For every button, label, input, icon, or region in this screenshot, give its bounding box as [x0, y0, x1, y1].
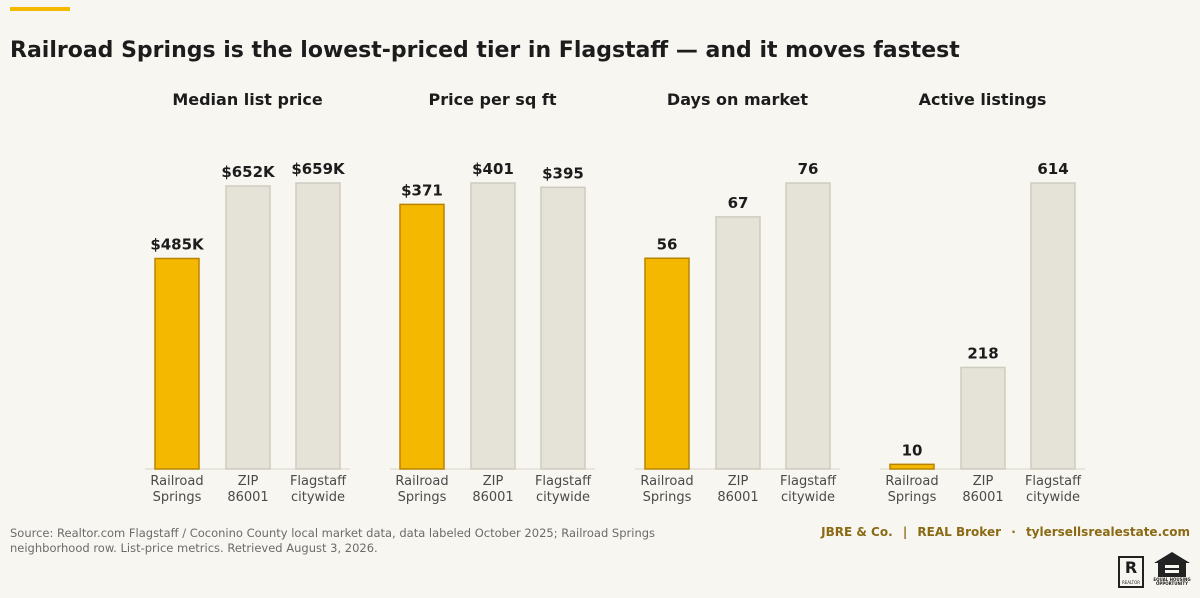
- house-icon: [1154, 552, 1190, 577]
- logos: R REALTOR EQUAL HOUSING OPPORTUNITY: [1118, 550, 1192, 588]
- category-label: Flagstaff: [780, 474, 837, 489]
- data-label: 76: [798, 160, 819, 178]
- bar: [715, 216, 761, 470]
- category-label: Flagstaff: [535, 474, 592, 489]
- data-label: 10: [902, 441, 923, 459]
- brand-website[interactable]: tylersellsrealestate.com: [1025, 525, 1190, 539]
- accent-bar: [10, 7, 70, 11]
- realtor-logo-letter: R: [1124, 558, 1138, 577]
- data-label: $371: [401, 181, 443, 199]
- category-label: ZIP: [973, 474, 994, 489]
- bar: [644, 257, 690, 470]
- brand-line: JBRE & Co. | REAL Broker · tylersellsrea…: [821, 525, 1190, 539]
- brand-jbre: JBRE & Co.: [821, 525, 893, 539]
- category-label: citywide: [291, 490, 345, 505]
- category-label: citywide: [781, 490, 835, 505]
- category-label: Flagstaff: [1025, 474, 1082, 489]
- category-label: Railroad: [395, 474, 448, 489]
- panel-title: Days on market: [667, 90, 808, 109]
- brand-real-broker: REAL Broker: [917, 525, 1001, 539]
- panel-title: Price per sq ft: [429, 90, 557, 109]
- equal-housing-text: EQUAL HOUSING OPPORTUNITY: [1153, 577, 1191, 586]
- brand-separator: ·: [1011, 525, 1016, 539]
- category-label: Springs: [643, 490, 692, 505]
- bar: [540, 186, 586, 470]
- data-label: $395: [542, 164, 584, 182]
- bar: [154, 257, 200, 470]
- panel-title: Median list price: [172, 90, 322, 109]
- bar: [1030, 182, 1076, 470]
- bar: [470, 182, 516, 470]
- category-label: Flagstaff: [290, 474, 347, 489]
- bar: [960, 366, 1006, 470]
- realtor-logo-text: REALTOR: [1121, 580, 1141, 585]
- charts-canvas: Median list price$485KRailroadSprings$65…: [145, 90, 1085, 505]
- category-label: 86001: [717, 490, 758, 505]
- bar: [785, 182, 831, 470]
- realtor-logo: R REALTOR: [1118, 556, 1144, 588]
- category-label: Springs: [398, 490, 447, 505]
- category-label: Railroad: [150, 474, 203, 489]
- panel-title: Active listings: [919, 90, 1047, 109]
- chart-title: Railroad Springs is the lowest-priced ti…: [10, 38, 960, 63]
- bar: [889, 463, 935, 470]
- data-label: $659K: [291, 160, 346, 178]
- category-label: Railroad: [885, 474, 938, 489]
- data-label: 56: [657, 235, 678, 253]
- data-label: $485K: [150, 236, 205, 254]
- bar: [399, 203, 445, 470]
- category-label: ZIP: [238, 474, 259, 489]
- category-label: 86001: [227, 490, 268, 505]
- bar: [225, 185, 271, 470]
- category-label: 86001: [472, 490, 513, 505]
- category-label: Railroad: [640, 474, 693, 489]
- bar: [295, 182, 341, 470]
- category-label: ZIP: [728, 474, 749, 489]
- category-label: citywide: [536, 490, 590, 505]
- category-label: Springs: [888, 490, 937, 505]
- data-label: $652K: [221, 163, 276, 181]
- data-label: 67: [728, 194, 749, 212]
- data-label: $401: [472, 160, 514, 178]
- data-label: 614: [1037, 160, 1068, 178]
- source-note: Source: Realtor.com Flagstaff / Coconino…: [10, 526, 656, 555]
- equal-housing-logo: EQUAL HOUSING OPPORTUNITY: [1152, 550, 1192, 588]
- brand-separator: |: [902, 525, 908, 539]
- category-label: 86001: [962, 490, 1003, 505]
- category-label: Springs: [153, 490, 202, 505]
- category-label: ZIP: [483, 474, 504, 489]
- category-label: citywide: [1026, 490, 1080, 505]
- data-label: 218: [967, 344, 998, 362]
